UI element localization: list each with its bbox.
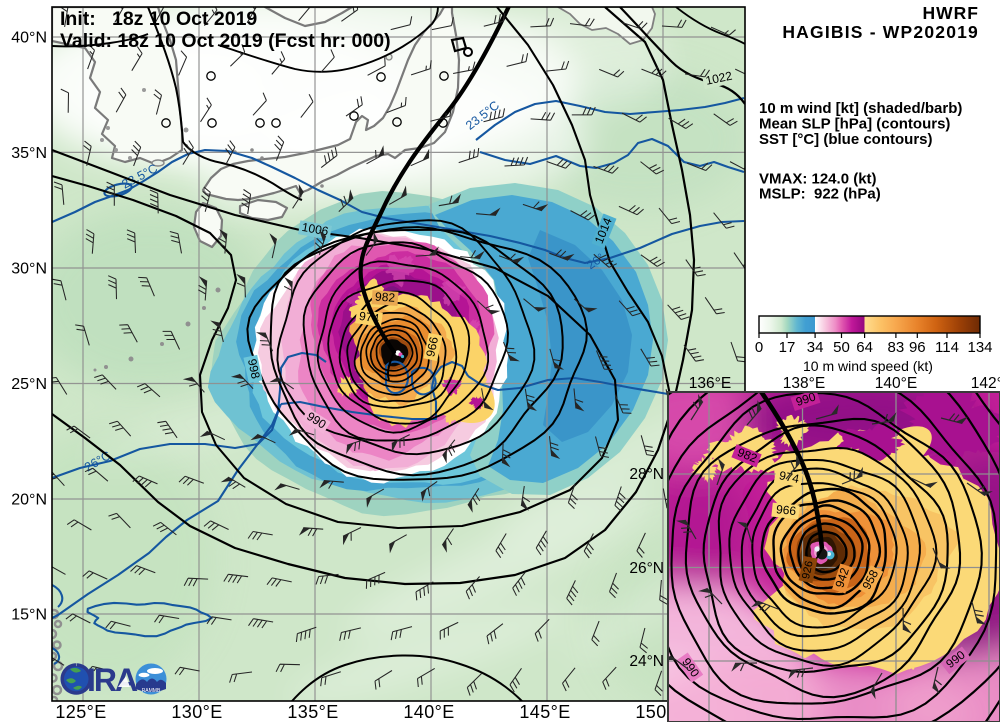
svg-text:HWRF: HWRF [923, 3, 979, 23]
svg-text:10 m wind speed (kt): 10 m wind speed (kt) [803, 358, 933, 374]
svg-text:34: 34 [807, 339, 824, 356]
svg-text:50: 50 [833, 339, 850, 356]
svg-text:24°N: 24°N [629, 653, 664, 670]
svg-text:26°N: 26°N [629, 560, 664, 577]
svg-text:134: 134 [967, 339, 992, 356]
svg-text:83: 83 [888, 339, 905, 356]
svg-text:966: 966 [423, 335, 441, 358]
svg-text:35°N: 35°N [11, 145, 47, 162]
svg-text:145°E: 145°E [519, 702, 570, 722]
svg-text:942: 942 [832, 566, 852, 590]
svg-text:64: 64 [856, 339, 873, 356]
svg-text:966: 966 [775, 502, 797, 518]
svg-text:138°E: 138°E [783, 375, 825, 392]
svg-text:Init: 18z 10 Oct 2019: Init: 18z 10 Oct 2019 [60, 8, 257, 30]
svg-text:1022: 1022 [704, 69, 733, 88]
svg-text:96: 96 [909, 339, 926, 356]
svg-text:140°E: 140°E [875, 375, 917, 392]
svg-text:25°N: 25°N [11, 376, 47, 393]
svg-text:IRA: IRA [87, 662, 138, 698]
svg-text:926: 926 [800, 560, 816, 580]
svg-text:MSLP: 922 (hPa): MSLP: 922 (hPa) [759, 186, 881, 203]
svg-text:15°N: 15°N [11, 607, 47, 624]
svg-text:136°E: 136°E [689, 375, 731, 392]
svg-text:10 m wind [kt] (shaded/barb): 10 m wind [kt] (shaded/barb) [759, 100, 962, 117]
svg-text:40°N: 40°N [11, 30, 47, 47]
svg-text:998: 998 [245, 358, 263, 381]
svg-text:SST [°C] (blue contours): SST [°C] (blue contours) [759, 131, 933, 148]
svg-text:RAMMB: RAMMB [142, 688, 161, 694]
svg-text:130°E: 130°E [171, 702, 222, 722]
svg-text:125°E: 125°E [55, 702, 106, 722]
svg-text:Mean SLP [hPa] (contours): Mean SLP [hPa] (contours) [759, 116, 950, 133]
svg-text:HAGIBIS - WP202019: HAGIBIS - WP202019 [782, 22, 979, 42]
svg-text:142°E: 142°E [971, 375, 1000, 392]
svg-text:982: 982 [375, 289, 396, 304]
svg-text:Valid: 18z 10 Oct 2019 (Fcst h: Valid: 18z 10 Oct 2019 (Fcst hr: 000) [60, 30, 391, 52]
svg-text:0: 0 [755, 339, 763, 356]
svg-text:28°N: 28°N [629, 466, 664, 483]
svg-text:17: 17 [779, 339, 796, 356]
svg-text:20°N: 20°N [11, 492, 47, 509]
svg-text:140°E: 140°E [403, 702, 454, 722]
svg-text:114: 114 [935, 339, 959, 356]
svg-text:VMAX: 124.0 (kt): VMAX: 124.0 (kt) [759, 171, 877, 188]
svg-text:30°N: 30°N [11, 261, 47, 278]
svg-text:135°E: 135°E [287, 702, 338, 722]
svg-text:974: 974 [778, 468, 801, 486]
